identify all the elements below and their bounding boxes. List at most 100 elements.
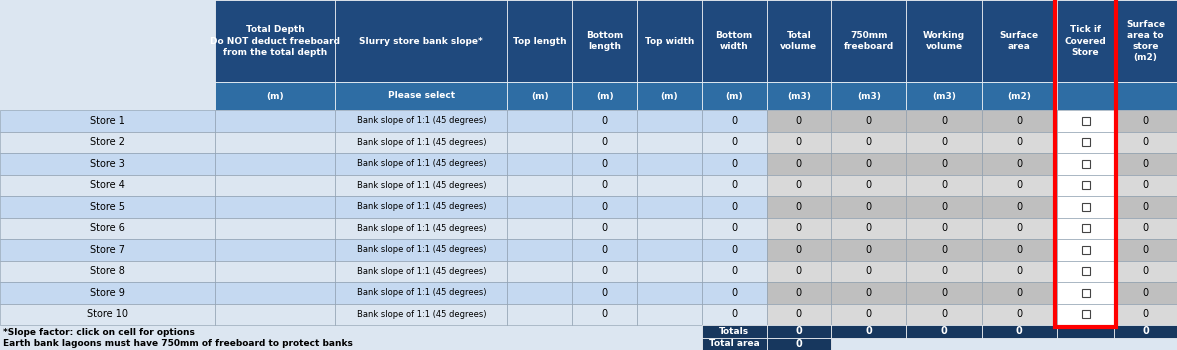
Bar bbox=[766, 110, 831, 132]
Text: Bank slope of 1:1 (45 degrees): Bank slope of 1:1 (45 degrees) bbox=[357, 245, 486, 254]
Bar bbox=[1057, 196, 1115, 217]
Bar bbox=[0, 132, 215, 153]
Bar bbox=[1055, 0, 1116, 327]
Text: Store 4: Store 4 bbox=[91, 180, 125, 190]
Bar bbox=[572, 196, 637, 217]
Text: 0: 0 bbox=[1143, 288, 1149, 298]
Text: 0: 0 bbox=[731, 180, 737, 190]
Text: Store 9: Store 9 bbox=[91, 288, 125, 298]
Bar bbox=[982, 282, 1057, 303]
Bar bbox=[982, 196, 1057, 217]
Text: 750mm
freeboard: 750mm freeboard bbox=[844, 31, 895, 51]
Bar bbox=[906, 217, 982, 239]
Text: 0: 0 bbox=[796, 245, 802, 255]
Bar bbox=[507, 217, 572, 239]
Bar bbox=[1082, 160, 1090, 168]
Bar bbox=[1115, 110, 1177, 132]
Bar bbox=[507, 0, 572, 82]
Bar bbox=[637, 303, 701, 325]
Text: Bank slope of 1:1 (45 degrees): Bank slope of 1:1 (45 degrees) bbox=[357, 159, 486, 168]
Text: 0: 0 bbox=[731, 202, 737, 212]
Text: 0: 0 bbox=[601, 202, 607, 212]
Bar bbox=[1115, 239, 1177, 260]
Bar bbox=[766, 175, 831, 196]
Text: Top length: Top length bbox=[513, 36, 566, 46]
Text: (m3): (m3) bbox=[857, 91, 880, 100]
Bar bbox=[215, 82, 335, 110]
Bar bbox=[831, 196, 906, 217]
Text: Store 8: Store 8 bbox=[91, 266, 125, 276]
Bar bbox=[507, 110, 572, 132]
Bar bbox=[335, 132, 507, 153]
Bar bbox=[1082, 181, 1090, 189]
Text: 0: 0 bbox=[731, 309, 737, 319]
Text: 0: 0 bbox=[1143, 223, 1149, 233]
Text: 0: 0 bbox=[796, 266, 802, 276]
Bar bbox=[1057, 303, 1115, 325]
Text: 0: 0 bbox=[866, 266, 872, 276]
Bar bbox=[766, 282, 831, 303]
Bar bbox=[906, 175, 982, 196]
Text: 0: 0 bbox=[601, 159, 607, 169]
Text: 0: 0 bbox=[940, 288, 947, 298]
Text: 0: 0 bbox=[731, 288, 737, 298]
Bar bbox=[637, 260, 701, 282]
Text: Bank slope of 1:1 (45 degrees): Bank slope of 1:1 (45 degrees) bbox=[357, 224, 486, 233]
Bar bbox=[1115, 175, 1177, 196]
Bar bbox=[215, 239, 335, 260]
Bar bbox=[831, 0, 906, 82]
Bar bbox=[335, 282, 507, 303]
Bar bbox=[701, 217, 766, 239]
Bar bbox=[637, 0, 701, 82]
Bar bbox=[831, 110, 906, 132]
Bar bbox=[982, 0, 1057, 82]
Text: 0: 0 bbox=[866, 223, 872, 233]
Text: 0: 0 bbox=[1016, 288, 1023, 298]
Bar bbox=[507, 175, 572, 196]
Text: Surface
area to
store
(m2): Surface area to store (m2) bbox=[1126, 20, 1165, 62]
Text: 0: 0 bbox=[796, 326, 803, 336]
Bar bbox=[766, 260, 831, 282]
Bar bbox=[906, 153, 982, 175]
Bar bbox=[906, 110, 982, 132]
Bar bbox=[1082, 117, 1090, 125]
Text: 0: 0 bbox=[1143, 326, 1149, 336]
Bar bbox=[701, 282, 766, 303]
Bar bbox=[831, 282, 906, 303]
Bar bbox=[1115, 196, 1177, 217]
Bar bbox=[0, 175, 215, 196]
Bar bbox=[766, 239, 831, 260]
Text: 0: 0 bbox=[940, 245, 947, 255]
Bar bbox=[335, 217, 507, 239]
Bar bbox=[1057, 110, 1115, 132]
Bar bbox=[766, 153, 831, 175]
Text: 0: 0 bbox=[1016, 309, 1023, 319]
Bar bbox=[0, 153, 215, 175]
Bar bbox=[1057, 175, 1115, 196]
Text: Top width: Top width bbox=[645, 36, 694, 46]
Bar bbox=[906, 260, 982, 282]
Text: Store 7: Store 7 bbox=[89, 245, 125, 255]
Bar bbox=[831, 175, 906, 196]
Bar bbox=[831, 132, 906, 153]
Bar bbox=[507, 260, 572, 282]
Text: 0: 0 bbox=[601, 223, 607, 233]
Text: 0: 0 bbox=[601, 180, 607, 190]
Text: 0: 0 bbox=[1016, 202, 1023, 212]
Text: 0: 0 bbox=[866, 159, 872, 169]
Text: Bank slope of 1:1 (45 degrees): Bank slope of 1:1 (45 degrees) bbox=[357, 310, 486, 319]
Bar bbox=[0, 217, 215, 239]
Text: Store 6: Store 6 bbox=[91, 223, 125, 233]
Text: 0: 0 bbox=[940, 202, 947, 212]
Text: 0: 0 bbox=[731, 223, 737, 233]
Bar bbox=[572, 282, 637, 303]
Text: Please select: Please select bbox=[387, 91, 454, 100]
Bar bbox=[1057, 217, 1115, 239]
Text: 0: 0 bbox=[1016, 159, 1023, 169]
Bar bbox=[637, 196, 701, 217]
Bar bbox=[906, 303, 982, 325]
Bar bbox=[1057, 260, 1115, 282]
Text: Bank slope of 1:1 (45 degrees): Bank slope of 1:1 (45 degrees) bbox=[357, 288, 486, 297]
Text: *Slope factor: click on cell for options: *Slope factor: click on cell for options bbox=[4, 328, 195, 337]
Bar bbox=[637, 82, 701, 110]
